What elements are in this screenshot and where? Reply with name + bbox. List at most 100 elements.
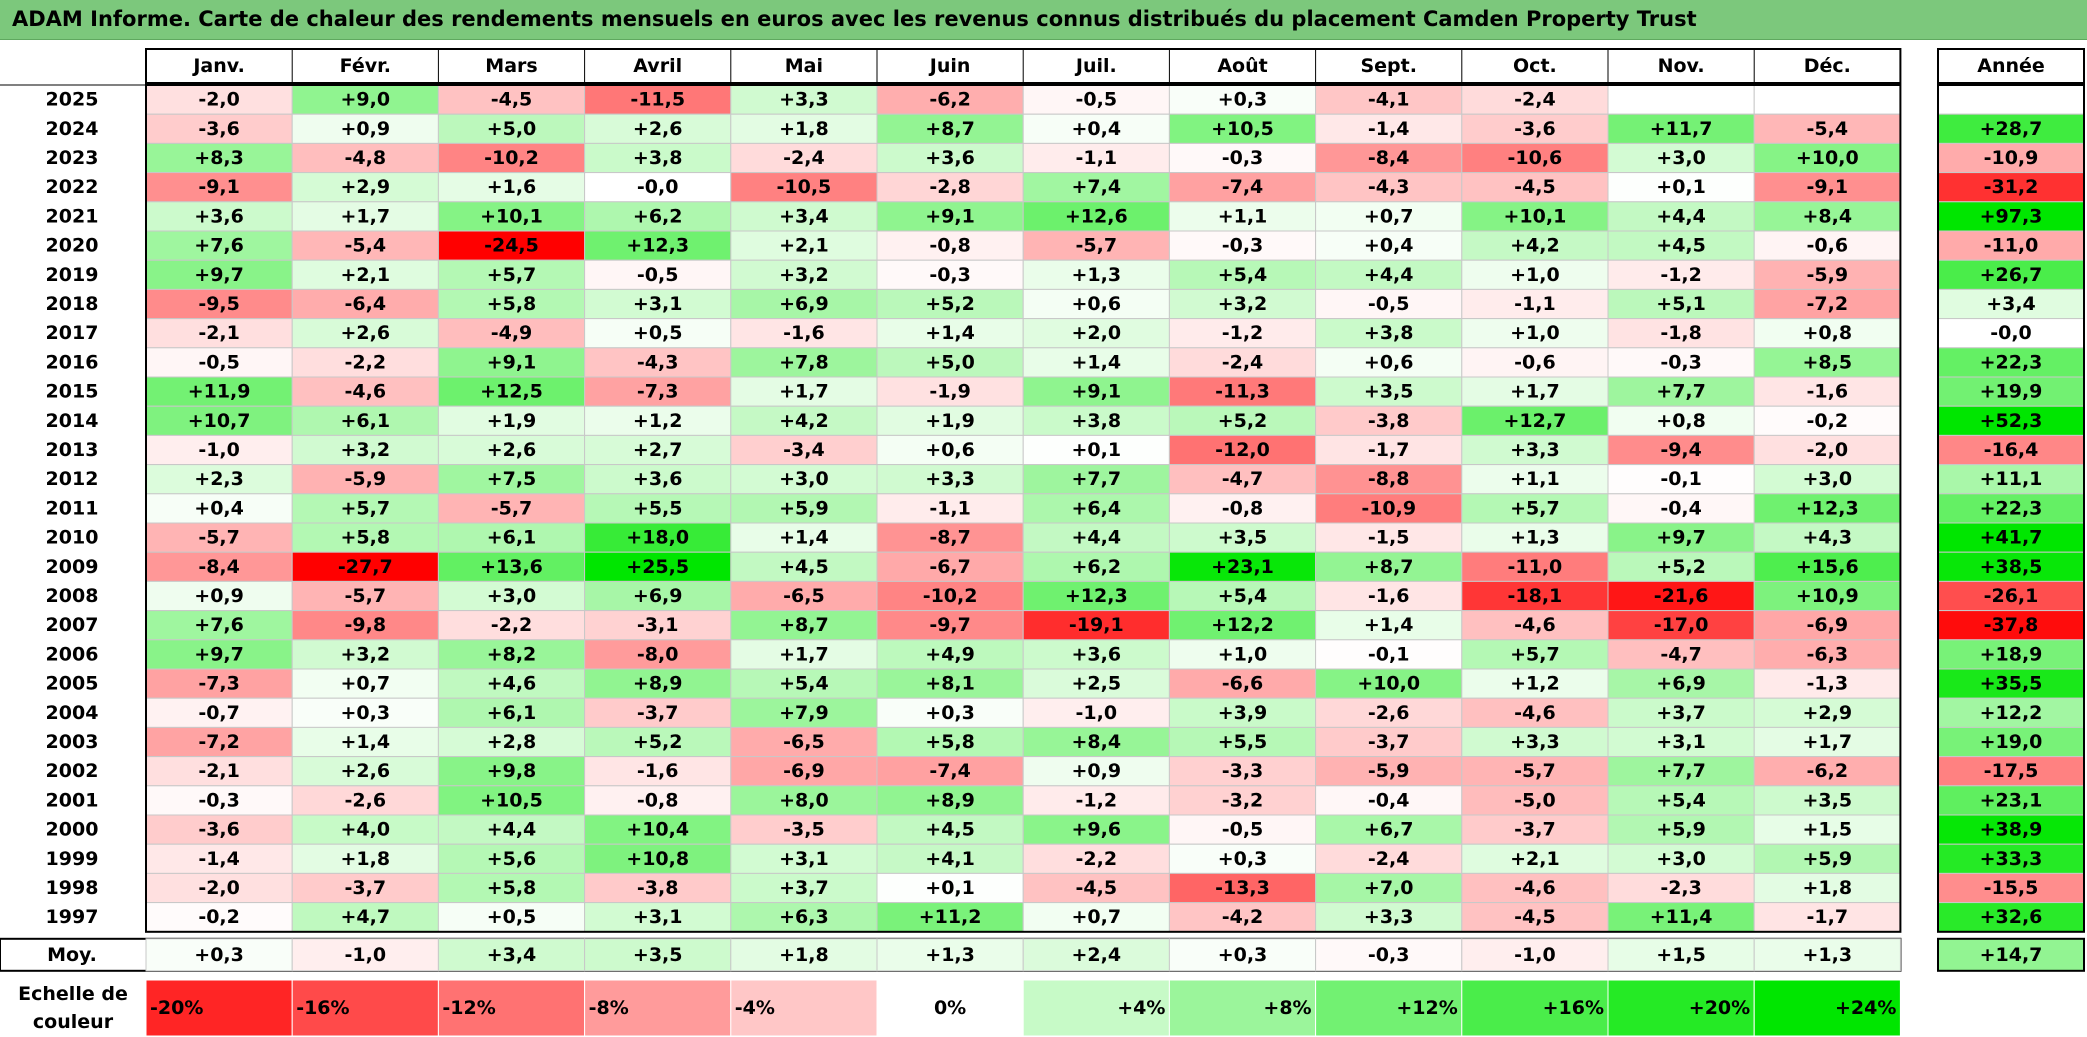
- heatmap-cell: [584, 172, 732, 203]
- month-header-0: Janv.: [191, 55, 244, 77]
- heatmap-cell: [876, 872, 1024, 904]
- heatmap-cell: [1607, 288, 1755, 320]
- cell-value: +0,5: [487, 906, 537, 928]
- cell-value: +5,8: [487, 877, 537, 899]
- annual-value: +38,5: [1980, 556, 2043, 578]
- heatmap-cell: [730, 230, 878, 261]
- cell-value: +9,1: [925, 205, 975, 227]
- cell-value: -4,5: [491, 89, 533, 111]
- cell-value: +2,6: [487, 439, 537, 461]
- heatmap-cell: [1022, 347, 1170, 378]
- cell-value: +1,4: [779, 527, 829, 549]
- cell-value: -5,9: [1368, 760, 1410, 782]
- title-bar: ADAM Informe. Carte de chaleur des rende…: [0, 0, 2087, 40]
- cell-value: +5,2: [925, 293, 975, 315]
- heatmap-cell: [1315, 318, 1463, 349]
- cell-value: -4,1: [1368, 89, 1410, 111]
- cell-value: -1,2: [1660, 264, 1702, 286]
- heatmap-cell: [1022, 785, 1170, 816]
- average-label: Moy.: [47, 944, 97, 966]
- heatmap-cell: [1315, 230, 1463, 261]
- heatmap-cell: [1315, 288, 1463, 320]
- cell-value: +3,0: [487, 585, 537, 607]
- heatmap-cell: [145, 522, 293, 553]
- cell-value: +3,2: [779, 264, 829, 286]
- cell-value: -1,1: [929, 497, 971, 519]
- scale-swatch: [1753, 979, 1901, 1037]
- month-header-9: Oct.: [1513, 55, 1557, 77]
- heatmap-cell: [876, 230, 1024, 261]
- average-cell: [876, 938, 1024, 972]
- year-label-1999: 1999: [46, 848, 99, 870]
- average-cell: [730, 938, 878, 972]
- cell-value: -10,2: [923, 585, 978, 607]
- year-label-2015: 2015: [46, 381, 99, 403]
- cell-value: +5,2: [1656, 556, 1706, 578]
- cell-value: -0,3: [1222, 147, 1264, 169]
- cell-value: -5,9: [345, 468, 387, 490]
- cell-value: -4,7: [1660, 643, 1702, 665]
- heatmap-cell: [584, 84, 732, 115]
- cell-value: -7,4: [1222, 176, 1264, 198]
- month-header-6: Juil.: [1074, 55, 1117, 77]
- annual-value: -0,0: [1990, 322, 2032, 344]
- annual-header: Année: [1977, 55, 2045, 77]
- cell-value: +5,8: [925, 731, 975, 753]
- cell-value: +1,1: [1510, 468, 1560, 490]
- cell-value: +11,2: [919, 906, 982, 928]
- cell-value: +1,6: [487, 176, 537, 198]
- annual-value: -17,5: [1984, 760, 2039, 782]
- scale-label: +16%: [1543, 997, 1604, 1019]
- scale-label: -16%: [296, 997, 349, 1019]
- heatmap-cell: [1607, 347, 1755, 378]
- annual-value: -16,4: [1984, 439, 2039, 461]
- cell-value: +1,3: [1072, 264, 1122, 286]
- month-header-11: Déc.: [1804, 55, 1851, 77]
- annual-cell: [1937, 142, 2085, 174]
- cell-value: -12,0: [1215, 439, 1270, 461]
- cell-value: +1,4: [341, 731, 391, 753]
- month-header-4: Mai: [785, 55, 823, 77]
- scale-swatch: [1607, 979, 1755, 1037]
- cell-value: +8,1: [925, 673, 975, 695]
- heatmap-cell: [730, 288, 878, 320]
- heatmap-cell: [291, 872, 439, 904]
- cell-value: +4,5: [779, 556, 829, 578]
- cell-value: -1,6: [1807, 381, 1849, 403]
- heatmap-cell: [1168, 142, 1317, 174]
- heatmap-cell: [1168, 610, 1317, 641]
- cell-value: +0,8: [1656, 410, 1706, 432]
- cell-value: +10,9: [1796, 585, 1859, 607]
- average-annual-cell: [1937, 937, 2085, 972]
- average-cell: [291, 938, 439, 972]
- heatmap-cell: [1753, 843, 1901, 874]
- cell-value: +3,4: [779, 205, 829, 227]
- heatmap-cell: [876, 172, 1024, 203]
- heatmap-cell: [1607, 84, 1755, 115]
- cell-value: -2,0: [198, 877, 240, 899]
- month-header-1: Févr.: [340, 55, 391, 77]
- cell-value: +7,6: [194, 235, 244, 257]
- annual-value: +33,3: [1980, 848, 2043, 870]
- average-value: +3,4: [487, 944, 537, 966]
- cell-value: -1,6: [783, 322, 825, 344]
- scale-label: -4%: [735, 997, 775, 1019]
- cell-value: +5,0: [487, 118, 537, 140]
- heatmap-cell: [1461, 142, 1609, 174]
- cell-value: -1,2: [1222, 322, 1264, 344]
- cell-value: -4,6: [345, 381, 387, 403]
- cell-value: -21,6: [1654, 585, 1709, 607]
- cell-value: +5,8: [487, 293, 537, 315]
- heatmap-cell: [1461, 84, 1609, 115]
- year-label-2016: 2016: [46, 351, 99, 373]
- cell-value: -4,3: [637, 351, 679, 373]
- cell-value: -0,5: [1076, 89, 1118, 111]
- cell-value: +6,1: [341, 410, 391, 432]
- heatmap-cell: [437, 668, 586, 699]
- heatmap-cell: [1461, 405, 1609, 436]
- annual-cell: [1937, 522, 2085, 553]
- cell-value: +1,0: [1510, 264, 1560, 286]
- heatmap-cell: [1461, 580, 1609, 612]
- cell-value: +1,3: [1510, 527, 1560, 549]
- heatmap-cell: [1753, 785, 1901, 816]
